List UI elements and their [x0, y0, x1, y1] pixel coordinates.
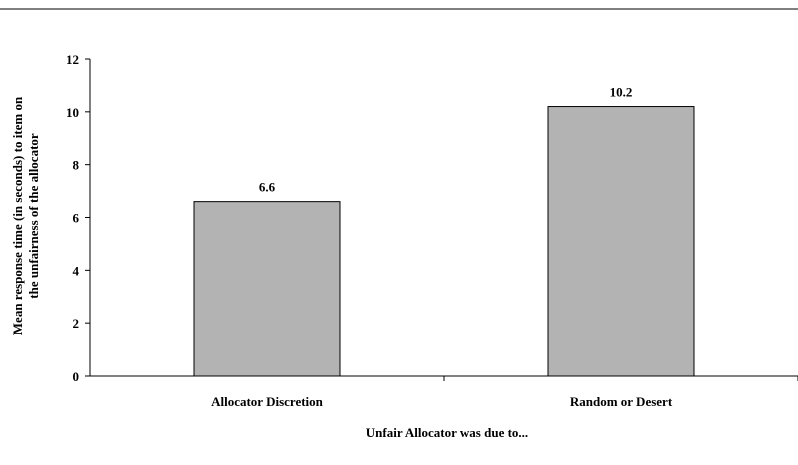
y-tick-label: 8	[73, 158, 80, 173]
x-tick-label: Allocator Discretion	[211, 394, 324, 409]
y-axis-label-line-2: the unfairness of the allocator	[26, 133, 41, 299]
x-tick-label: Random or Desert	[570, 394, 673, 409]
y-axis-label-line-1: Mean response time (in seconds) to item …	[10, 96, 25, 335]
y-tick-label: 2	[73, 316, 80, 331]
plot-area: 0 2 4 6 8 10 12 6.6 Allocator Discretion 10.2 Rand…	[66, 52, 798, 409]
y-tick-label: 12	[66, 52, 79, 67]
bar-value-label: 10.2	[610, 85, 633, 100]
y-tick-label: 0	[73, 369, 80, 384]
bar-value-label: 6.6	[259, 180, 276, 195]
y-tick-label: 6	[73, 211, 80, 226]
bar	[193, 201, 341, 377]
x-axis-label: Unfair Allocator was due to...	[366, 425, 528, 440]
y-tick-label: 10	[66, 105, 79, 120]
y-tick-label: 4	[73, 263, 80, 278]
bar	[547, 106, 695, 377]
